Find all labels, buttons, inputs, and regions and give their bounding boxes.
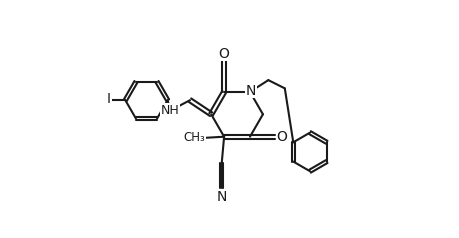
- Text: CH₃: CH₃: [184, 131, 205, 144]
- Text: NH: NH: [161, 104, 179, 117]
- Text: N: N: [216, 190, 226, 204]
- Text: I: I: [106, 93, 110, 106]
- Text: O: O: [276, 130, 286, 144]
- Text: O: O: [218, 47, 229, 60]
- Text: N: N: [245, 84, 255, 98]
